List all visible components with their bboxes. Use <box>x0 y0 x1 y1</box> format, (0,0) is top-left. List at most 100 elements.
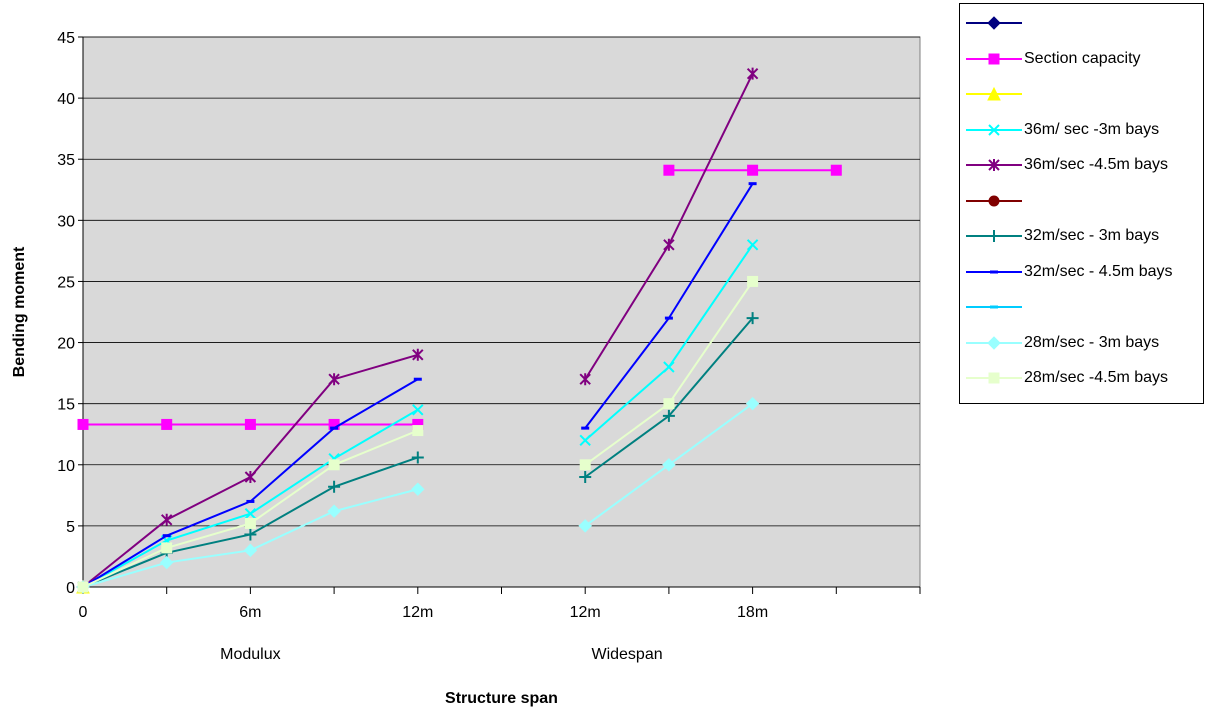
legend-swatch-marker <box>987 335 1001 350</box>
legend-swatch-marker <box>988 195 1000 206</box>
data-point <box>747 275 759 287</box>
legend-swatch-marker <box>988 372 1000 384</box>
x-tick-label: 12m <box>402 604 433 621</box>
legend-swatch <box>966 230 1022 242</box>
data-point <box>244 418 256 430</box>
legend-swatch <box>966 305 1022 309</box>
axis-labels: 0 5 10 15 20 25 30 35 40 45 0 6m 12m 12m 18m Modulux Wid… <box>11 30 768 707</box>
line-chart: 0 5 10 15 20 25 30 35 40 45 0 6m 12m 12m 18m Modulux Wid… <box>11 30 921 707</box>
data-point <box>412 404 424 416</box>
data-point <box>244 471 257 483</box>
plot-area <box>82 36 921 588</box>
legend-item <box>960 79 1203 109</box>
legend-label: Section capacity <box>1024 49 1141 67</box>
data-point <box>246 499 255 503</box>
data-point <box>162 534 171 538</box>
legend-item <box>960 186 1203 216</box>
series-layer <box>76 67 842 594</box>
y-tick-label: 15 <box>57 397 75 414</box>
data-point <box>663 164 675 176</box>
plot-background <box>82 36 921 588</box>
y-tick-label: 0 <box>66 580 75 597</box>
data-point <box>663 238 675 251</box>
legend-item: 36m/ sec -3m bays <box>960 115 1203 145</box>
data-point <box>662 409 675 422</box>
y-tick-label: 30 <box>57 213 75 230</box>
data-point <box>830 164 842 176</box>
y-axis-title: Bending moment <box>11 246 28 377</box>
legend-label: 32m/sec - 3m bays <box>1024 227 1160 244</box>
x-tick-label: 0 <box>79 604 88 621</box>
legend-swatch <box>966 270 1022 273</box>
data-point <box>579 471 592 483</box>
axes <box>78 36 921 594</box>
legend-swatch-marker <box>990 270 998 273</box>
legend-swatch <box>966 86 1022 101</box>
data-point <box>159 555 174 570</box>
x-axis-title: Structure span <box>445 690 558 707</box>
legend-swatch <box>966 335 1022 350</box>
y-tick-label: 35 <box>57 152 75 169</box>
data-point <box>244 528 257 541</box>
legend-swatch <box>966 123 1022 136</box>
legend-swatch-marker <box>988 230 1000 242</box>
legend-item <box>960 8 1203 38</box>
legend-label: 28m/sec -4.5m bays <box>1024 369 1169 386</box>
data-point <box>328 373 340 386</box>
legend-item: 36m/sec -4.5m bays <box>960 150 1203 180</box>
legend-item <box>960 292 1203 322</box>
y-tick-label: 25 <box>57 274 75 291</box>
legend-item: 28m/sec - 3m bays <box>960 328 1203 358</box>
data-point <box>747 164 759 176</box>
legend-label: 32m/sec - 4.5m bays <box>1024 262 1173 280</box>
x-group-label: Modulux <box>220 646 280 663</box>
data-point <box>579 373 591 386</box>
legend-swatch-marker <box>988 53 1000 64</box>
data-point <box>411 451 424 464</box>
data-point <box>581 426 590 430</box>
legend-swatch <box>966 159 1022 171</box>
data-point <box>77 581 89 593</box>
legend-swatch <box>966 195 1022 206</box>
data-point <box>244 507 257 520</box>
data-point <box>77 418 89 430</box>
legend-swatch-marker <box>988 123 1000 136</box>
x-tick-label: 6m <box>239 604 261 621</box>
data-point <box>412 425 424 437</box>
data-point <box>664 316 673 320</box>
data-point <box>663 361 675 373</box>
data-point <box>412 348 424 361</box>
data-point <box>330 426 339 430</box>
data-point <box>745 396 760 411</box>
legend-swatch <box>966 53 1022 64</box>
legend-swatch-marker <box>987 16 1001 30</box>
legend-label: 36m/sec -4.5m bays <box>1024 156 1169 173</box>
data-point <box>161 542 173 554</box>
legend-item: 32m/sec - 3m bays <box>960 221 1203 251</box>
legend-swatch <box>966 372 1022 384</box>
data-point <box>327 504 341 518</box>
legend-item: 28m/sec -4.5m bays <box>960 363 1203 393</box>
series-28m-sec-4-5m-bays <box>77 275 759 593</box>
data-point <box>663 398 675 410</box>
y-tick-label: 10 <box>57 458 75 475</box>
data-point <box>746 67 759 80</box>
data-point <box>243 543 258 558</box>
data-point <box>328 459 340 471</box>
y-tick-label: 5 <box>66 519 75 536</box>
legend-item: Section capacity <box>960 44 1203 74</box>
legend-item: 32m/sec - 4.5m bays <box>960 257 1203 287</box>
data-point <box>244 517 256 529</box>
x-tick-label: 12m <box>570 604 601 621</box>
legend-swatch-marker <box>990 305 998 309</box>
legend: Section capacity 36m/ sec -3m bays 36m/sec… <box>959 3 1204 404</box>
y-tick-label: 45 <box>57 30 75 47</box>
data-point <box>748 182 757 186</box>
data-point <box>662 458 676 472</box>
x-tick-label: 18m <box>737 604 768 621</box>
y-tick-label: 20 <box>57 336 75 353</box>
data-point <box>579 459 591 471</box>
gridlines <box>83 36 920 527</box>
data-point <box>160 513 173 526</box>
y-tick-label: 40 <box>57 91 75 108</box>
